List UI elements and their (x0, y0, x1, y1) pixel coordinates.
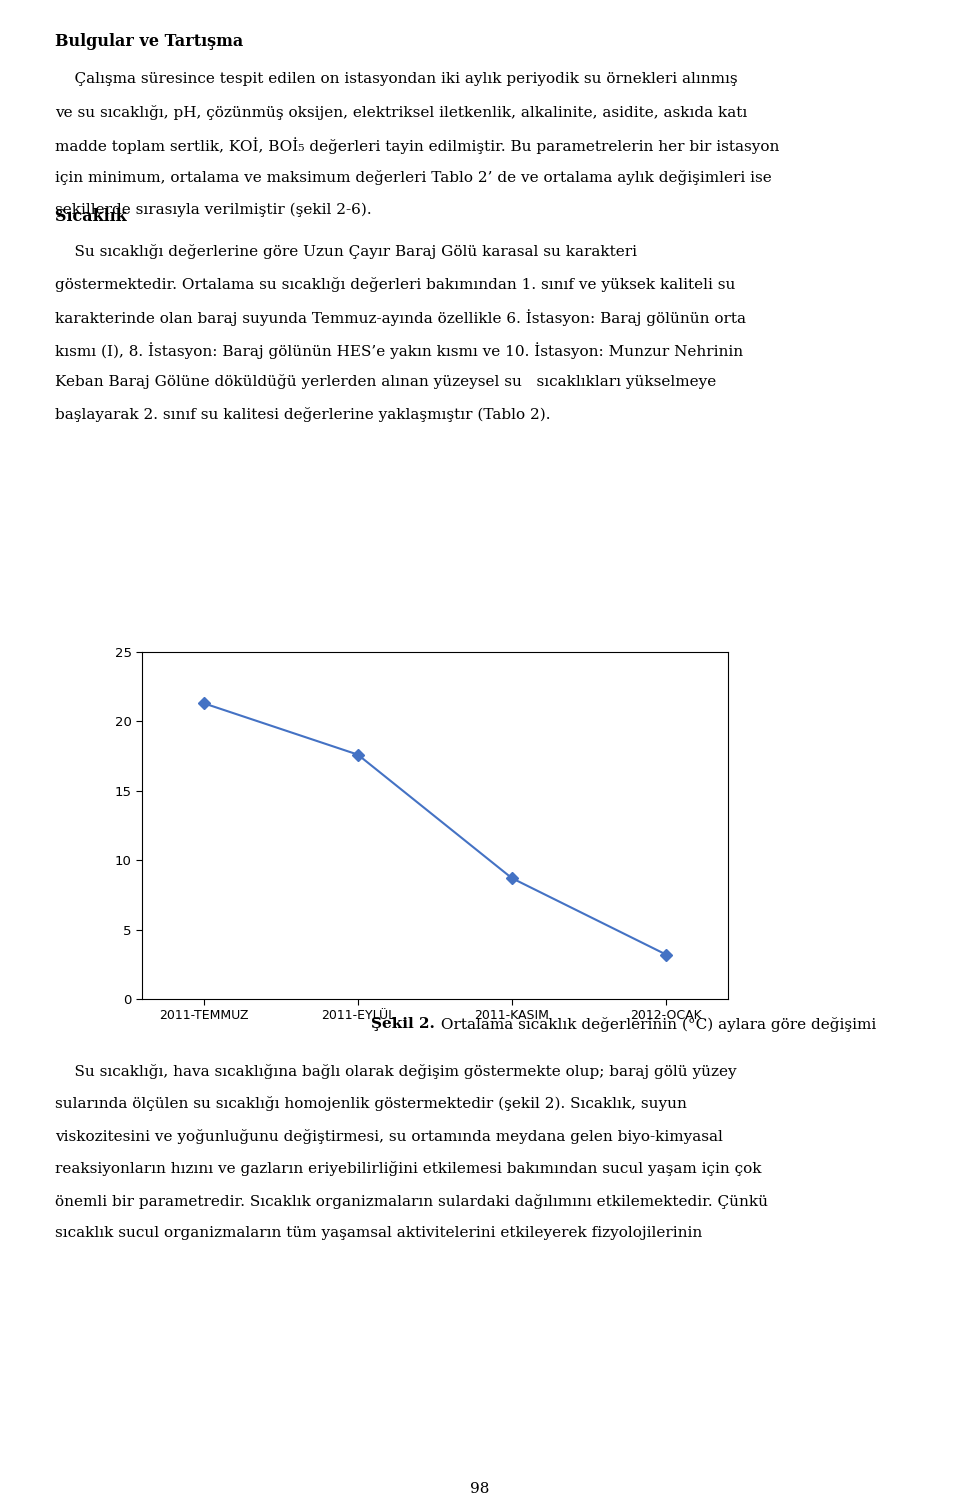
Text: reaksiyonların hızını ve gazların eriyebilirliğini etkilemesi bakımından sucul y: reaksiyonların hızını ve gazların eriyeb… (55, 1162, 761, 1176)
Text: Ortalama sıcaklık değerlerinin (°C) aylara göre değişimi: Ortalama sıcaklık değerlerinin (°C) ayla… (436, 1017, 876, 1032)
Text: 98: 98 (470, 1482, 490, 1495)
Text: ve su sıcaklığı, pH, çözünmüş oksijen, elektriksel iletkenlik, alkalinite, asidi: ve su sıcaklığı, pH, çözünmüş oksijen, e… (55, 106, 747, 119)
Text: şekillerde sırasıyla verilmiştir (şekil 2-6).: şekillerde sırasıyla verilmiştir (şekil … (55, 202, 372, 217)
Text: Bulgular ve Tartışma: Bulgular ve Tartışma (55, 33, 243, 50)
Text: Şekil 2.: Şekil 2. (371, 1017, 435, 1031)
Text: sularında ölçülen su sıcaklığı homojenlik göstermektedir (şekil 2). Sıcaklık, su: sularında ölçülen su sıcaklığı homojenli… (55, 1096, 686, 1111)
Text: göstermektedir. Ortalama su sıcaklığı değerleri bakımından 1. sınıf ve yüksek ka: göstermektedir. Ortalama su sıcaklığı de… (55, 278, 735, 291)
Text: karakterinde olan baraj suyunda Temmuz-ayında özellikle 6. İstasyon: Baraj gölün: karakterinde olan baraj suyunda Temmuz-a… (55, 309, 746, 326)
Text: madde toplam sertlik, KOİ, BOİ₅ değerleri tayin edilmiştir. Bu parametrelerin he: madde toplam sertlik, KOİ, BOİ₅ değerler… (55, 137, 780, 154)
Text: kısmı (I), 8. İstasyon: Baraj gölünün HES’e yakın kısmı ve 10. İstasyon: Munzur : kısmı (I), 8. İstasyon: Baraj gölünün HE… (55, 341, 743, 359)
Text: Çalışma süresince tespit edilen on istasyondan iki aylık periyodik su örnekleri : Çalışma süresince tespit edilen on istas… (55, 72, 737, 86)
Text: Keban Baraj Gölüne döküldüğü yerlerden alınan yüzeysel su   sıcaklıkları yükselm: Keban Baraj Gölüne döküldüğü yerlerden a… (55, 374, 716, 389)
Text: için minimum, ortalama ve maksimum değerleri Tablo 2’ de ve ortalama aylık değiş: için minimum, ortalama ve maksimum değer… (55, 169, 772, 184)
Text: sıcaklık sucul organizmaların tüm yaşamsal aktivitelerini etkileyerek fizyolojil: sıcaklık sucul organizmaların tüm yaşams… (55, 1225, 702, 1240)
Text: Su sıcaklığı, hava sıcaklığına bağlı olarak değişim göstermekte olup; baraj gölü: Su sıcaklığı, hava sıcaklığına bağlı ola… (55, 1064, 736, 1079)
Text: başlayarak 2. sınıf su kalitesi değerlerine yaklaşmıştır (Tablo 2).: başlayarak 2. sınıf su kalitesi değerler… (55, 406, 550, 421)
Text: Su sıcaklığı değerlerine göre Uzun Çayır Baraj Gölü karasal su karakteri: Su sıcaklığı değerlerine göre Uzun Çayır… (55, 244, 636, 260)
Text: Sıcaklık: Sıcaklık (55, 208, 127, 225)
Text: viskozitesini ve yoğunluğunu değiştirmesi, su ortamında meydana gelen biyo-kimya: viskozitesini ve yoğunluğunu değiştirmes… (55, 1129, 723, 1144)
Text: önemli bir parametredir. Sıcaklık organizmaların sulardaki dağılımını etkilemekt: önemli bir parametredir. Sıcaklık organi… (55, 1194, 768, 1209)
